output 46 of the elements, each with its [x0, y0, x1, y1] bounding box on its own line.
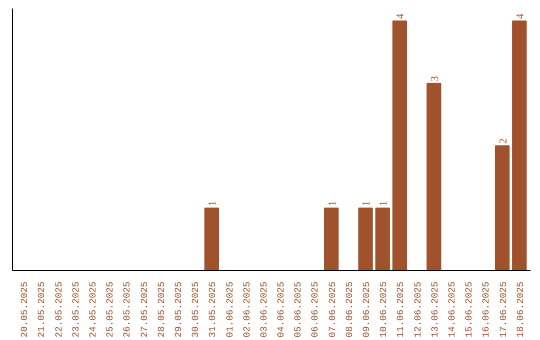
bar: [358, 208, 373, 270]
x-tick-label: 29.05.2025: [172, 281, 184, 338]
data-label: 1: [378, 200, 390, 206]
x-tick-label: 09.06.2025: [361, 281, 372, 338]
x-tick-label: 13.06.2025: [429, 281, 440, 338]
x-tick-label: 17.06.2025: [498, 281, 509, 338]
x-tick-label: 26.05.2025: [122, 281, 133, 338]
x-tick-label: 30.05.2025: [190, 281, 202, 338]
data-label: 1: [327, 200, 338, 206]
x-tick-label: 20.05.2025: [19, 281, 30, 338]
bar: [512, 20, 527, 270]
x-tick-label: 28.05.2025: [156, 281, 167, 338]
x-tick-label: 22.05.2025: [53, 281, 64, 338]
x-tick-label: 18.06.2025: [514, 281, 526, 338]
x-tick-label: 23.05.2025: [70, 281, 82, 338]
x-tick-label: 05.06.2025: [292, 281, 304, 338]
x-tick-label: 24.05.2025: [87, 281, 98, 338]
x-tick-label: 21.05.2025: [36, 281, 48, 338]
bar: [204, 208, 220, 270]
data-label: 2: [498, 138, 510, 144]
x-tick-label: 12.06.2025: [412, 281, 424, 338]
bar: [324, 208, 339, 270]
x-tick-label: 31.05.2025: [207, 281, 218, 338]
x-tick-label: 15.06.2025: [464, 281, 475, 338]
x-tick-label: 07.06.2025: [326, 281, 338, 338]
data-label: 1: [208, 200, 219, 206]
data-label: 1: [362, 200, 373, 206]
data-label: 4: [515, 12, 526, 19]
x-tick-label: 14.06.2025: [446, 281, 458, 338]
bar: [375, 208, 390, 270]
bar: [426, 82, 442, 270]
data-label: 3: [430, 76, 441, 82]
x-tick-label: 02.06.2025: [241, 281, 252, 338]
x-tick-label: 16.06.2025: [480, 281, 492, 338]
x-tick-label: 11.06.2025: [395, 281, 406, 338]
x-tick-label: 06.06.2025: [310, 281, 321, 338]
data-label: 4: [396, 12, 407, 19]
x-tick-label: 03.06.2025: [258, 281, 270, 338]
x-tick-label: 08.06.2025: [344, 281, 355, 338]
x-tick-label: 10.06.2025: [378, 281, 390, 338]
x-tick-label: 04.06.2025: [276, 281, 287, 338]
x-tick-label: 01.06.2025: [224, 281, 236, 338]
x-tick-label: 27.05.2025: [138, 281, 150, 338]
bar: [494, 145, 510, 270]
x-tick-label: 25.05.2025: [104, 281, 116, 338]
bar: [392, 20, 408, 270]
